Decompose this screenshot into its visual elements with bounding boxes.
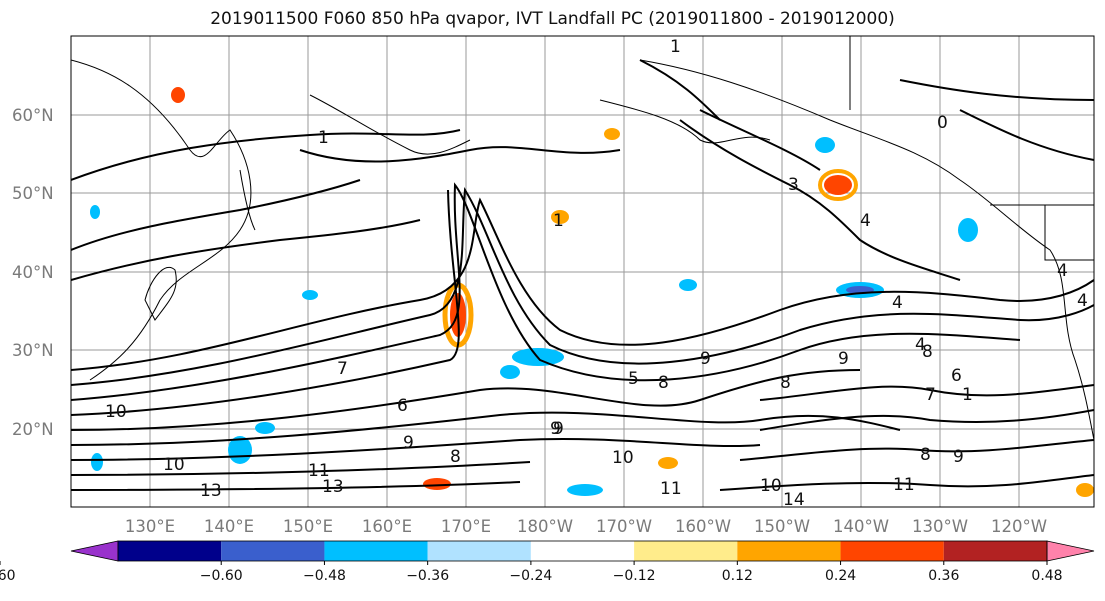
contour-label: 8 [920,445,931,465]
contour-label: 9 [403,433,414,453]
contour-label: 10 [760,476,782,496]
lon-label: 130°W [912,517,968,536]
contour-label: 0 [937,113,948,133]
colorbar-extend-high [1046,540,1095,562]
longitude-labels: 130°E 140°E 150°E 160°E 170°E 180°W 170°… [125,517,1047,536]
colorbar-tick-label: −0.48 [303,568,346,584]
colorbar-extend-low [70,540,119,562]
map-frame [70,35,1095,508]
latitude-labels: 60°N 50°N 40°N 30°N 20°N [12,106,54,439]
contour-label: 3 [788,175,799,195]
map-title: 2019011500 F060 850 hPa qvapor, IVT Land… [210,9,895,29]
lat-label: 50°N [12,184,54,203]
contour-label: 8 [922,342,933,362]
colorbar-tick-label: −0.12 [613,568,656,584]
contour-label: 4 [892,293,903,313]
colorbar-tick-label: −0.24 [509,568,552,584]
contour-label: 4 [1057,261,1068,281]
coastlines [71,36,1094,441]
lat-label: 60°N [12,106,54,125]
colorbar-bin [737,541,841,561]
colorbar-tick-label: 0.12 [722,568,753,584]
lon-label: 170°E [441,517,491,536]
contour-label: 10 [105,402,127,422]
contour-label: 8 [658,373,669,393]
colorbar-tick-label: 0.24 [825,568,856,584]
contour-label: 13 [200,481,222,501]
colorbar-bin [427,541,531,561]
lon-label: 160°W [675,517,731,536]
contour-label: 10 [163,455,185,475]
colorbar-bin [634,541,738,561]
contour-label: 1 [962,385,973,405]
lon-label: 120°W [991,517,1047,536]
contour-label: 8 [450,447,461,467]
contour-label: 9 [700,349,711,369]
contour-label: 4 [915,335,926,355]
lon-label: 150°W [754,517,810,536]
contour-label: 11 [660,479,682,499]
colorbar-tick-label: −0.36 [406,568,449,584]
contour-label: 14 [783,490,805,510]
colorbar-bin [840,541,944,561]
contour-label: 6 [397,396,408,416]
lat-label: 40°N [12,263,54,282]
contour-label: 1 [318,128,329,148]
colorbar-bin [943,541,1047,561]
lon-label: 180°W [517,517,573,536]
colorbar-bin [118,541,222,561]
colorbar-bin [324,541,428,561]
lon-label: 130°E [125,517,175,536]
contour-label: 9 [553,419,564,439]
contours [71,59,1094,491]
contour-label: 4 [860,211,871,231]
contour-label: 13 [322,477,344,497]
colorbar-tick-label: 0.48 [1031,568,1062,584]
contour-label: 11 [893,475,915,495]
colorbar-frame [117,540,1048,562]
lon-label: 140°W [833,517,889,536]
contour-label: 6 [951,366,962,386]
colorbar-tick-label: −0.60 [200,568,243,584]
colorbar: −0.60 −0.48 −0.36 −0.24 −0.12 0.12 0.24 0.36 0.4… [0,540,1095,584]
contour-label: 1 [670,37,681,57]
contour-label: 9 [550,419,561,439]
contour-label: 8 [780,373,791,393]
colorbar-tick-label: 0.36 [928,568,959,584]
contour-label: 7 [337,359,348,379]
contour-label: 1 [553,211,564,231]
colorbar-tick-label: 0.60 [0,568,16,584]
contour-label: 10 [612,448,634,468]
contour-label: 9 [953,447,964,467]
contour-label: 7 [925,385,936,405]
lon-label: 160°E [362,517,412,536]
contour-labels: 1 1 1 3 4 4 4 4 4 0 9 9 9 8 8 8 7 5 6 6 … [105,37,1088,510]
contour-label: 9 [838,349,849,369]
lat-label: 20°N [12,420,54,439]
graticule [71,36,1094,507]
contour-label: 5 [628,369,639,389]
contour-label: 11 [308,461,330,481]
colorbar-bin [530,541,635,561]
lat-label: 30°N [12,341,54,360]
lon-label: 150°E [283,517,333,536]
contour-label: 4 [1077,291,1088,311]
colorbar-bin [221,541,325,561]
lon-label: 170°W [596,517,652,536]
lon-label: 140°E [204,517,254,536]
